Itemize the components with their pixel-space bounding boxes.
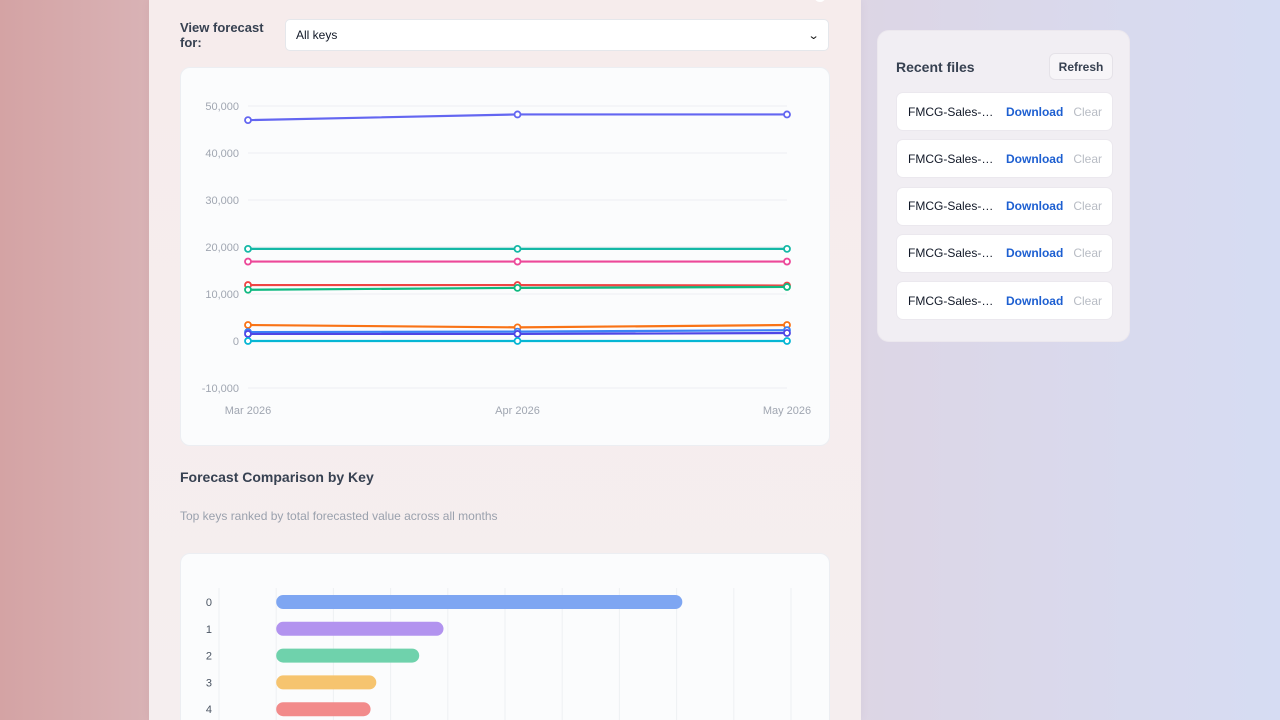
data-point xyxy=(244,330,252,338)
forecast-line-chart: -10,000 0 10,000 20,000 30,000 40,000 50,000 Ma… xyxy=(202,101,811,417)
bar xyxy=(276,702,371,717)
data-point xyxy=(244,116,252,124)
data-point xyxy=(783,283,791,291)
view-forecast-row: View forecast for: All keys ⌄ xyxy=(180,19,829,51)
file-item: FMCG-Sales-Data Download Clear xyxy=(896,233,1113,273)
data-point xyxy=(244,257,252,266)
file-name: FMCG-Sales-Data xyxy=(908,246,996,261)
clear-link[interactable]: Clear xyxy=(1073,151,1102,166)
data-point xyxy=(513,330,522,338)
bar xyxy=(276,675,377,690)
chevron-down-icon: ⌄ xyxy=(807,29,820,42)
refresh-button[interactable]: Refresh xyxy=(1049,53,1113,80)
key-select[interactable]: All keys ⌄ xyxy=(285,19,829,51)
y-tick-label: -10,000 xyxy=(202,383,239,395)
key-select-value: All keys xyxy=(296,28,338,42)
file-item: FMCG-Sales-Data Download Clear xyxy=(896,281,1113,321)
data-point xyxy=(244,337,252,345)
comparison-bar-chart: 0 1 2 3 4 xyxy=(206,588,792,720)
y-tick-label: 0 xyxy=(233,336,239,348)
file-item: FMCG-Sales-Data Download Clear xyxy=(896,139,1113,179)
download-link[interactable]: Download xyxy=(1005,246,1064,261)
data-point xyxy=(244,321,252,329)
comparison-bar-chart-card: 0 1 2 3 4 xyxy=(180,553,830,720)
data-point xyxy=(783,329,791,337)
category-label: 3 xyxy=(206,677,212,689)
clear-link[interactable]: Clear xyxy=(1073,246,1102,261)
data-point xyxy=(244,285,252,294)
clear-link[interactable]: Clear xyxy=(1073,293,1102,308)
category-label: 4 xyxy=(206,704,212,716)
download-link[interactable]: Download xyxy=(1005,104,1064,119)
view-forecast-label: View forecast for: xyxy=(180,20,264,50)
file-item: FMCG-Sales-Data Download Clear xyxy=(896,186,1113,226)
category-label: 1 xyxy=(206,624,212,636)
category-label: 0 xyxy=(206,597,212,609)
download-link[interactable]: Download xyxy=(1005,293,1064,308)
data-point xyxy=(783,257,791,266)
comparison-title: Forecast Comparison by Key xyxy=(180,469,374,485)
data-point xyxy=(513,283,522,292)
forecast-line-chart-card: -10,000 0 10,000 20,000 30,000 40,000 50,000 Ma… xyxy=(180,67,830,446)
x-tick-label: May 2026 xyxy=(763,405,811,417)
file-name: FMCG-Sales-Data xyxy=(908,104,996,119)
x-tick-label: Mar 2026 xyxy=(225,405,271,417)
bar xyxy=(276,648,420,663)
data-point xyxy=(783,110,791,119)
data-point xyxy=(513,110,522,119)
forecast-panel: View forecast for: All keys ⌄ -10,000 0 10… xyxy=(149,0,861,720)
y-tick-label: 20,000 xyxy=(205,242,239,254)
data-point xyxy=(513,337,522,345)
y-tick-label: 40,000 xyxy=(205,148,239,160)
y-tick-label: 50,000 xyxy=(205,101,239,113)
scroll-indicator xyxy=(814,0,826,2)
file-item: FMCG-Sales-Data Download Clear xyxy=(896,92,1113,131)
bar xyxy=(276,595,683,609)
y-tick-label: 10,000 xyxy=(205,289,239,301)
clear-link[interactable]: Clear xyxy=(1073,104,1102,119)
data-point xyxy=(513,244,522,253)
download-link[interactable]: Download xyxy=(1005,199,1064,214)
data-point xyxy=(513,257,522,266)
recent-files-list: FMCG-Sales-Data Download Clear FMCG-Sale… xyxy=(896,92,1113,328)
bar xyxy=(276,621,444,636)
clear-link[interactable]: Clear xyxy=(1073,199,1102,214)
category-label: 2 xyxy=(206,651,212,663)
recent-files-title: Recent files xyxy=(896,59,975,75)
file-name: FMCG-Sales-Data xyxy=(908,199,996,214)
file-name: FMCG-Sales-Data xyxy=(908,293,996,308)
x-tick-label: Apr 2026 xyxy=(495,405,540,417)
download-link[interactable]: Download xyxy=(1005,151,1064,166)
data-point xyxy=(244,244,252,253)
file-name: FMCG-Sales-Data xyxy=(908,151,996,166)
recent-files-panel: Recent files Refresh FMCG-Sales-Data Dow… xyxy=(877,30,1130,342)
y-tick-label: 30,000 xyxy=(205,195,239,207)
data-point xyxy=(783,244,791,253)
data-point xyxy=(783,337,791,345)
comparison-subtitle: Top keys ranked by total forecasted valu… xyxy=(180,509,498,523)
